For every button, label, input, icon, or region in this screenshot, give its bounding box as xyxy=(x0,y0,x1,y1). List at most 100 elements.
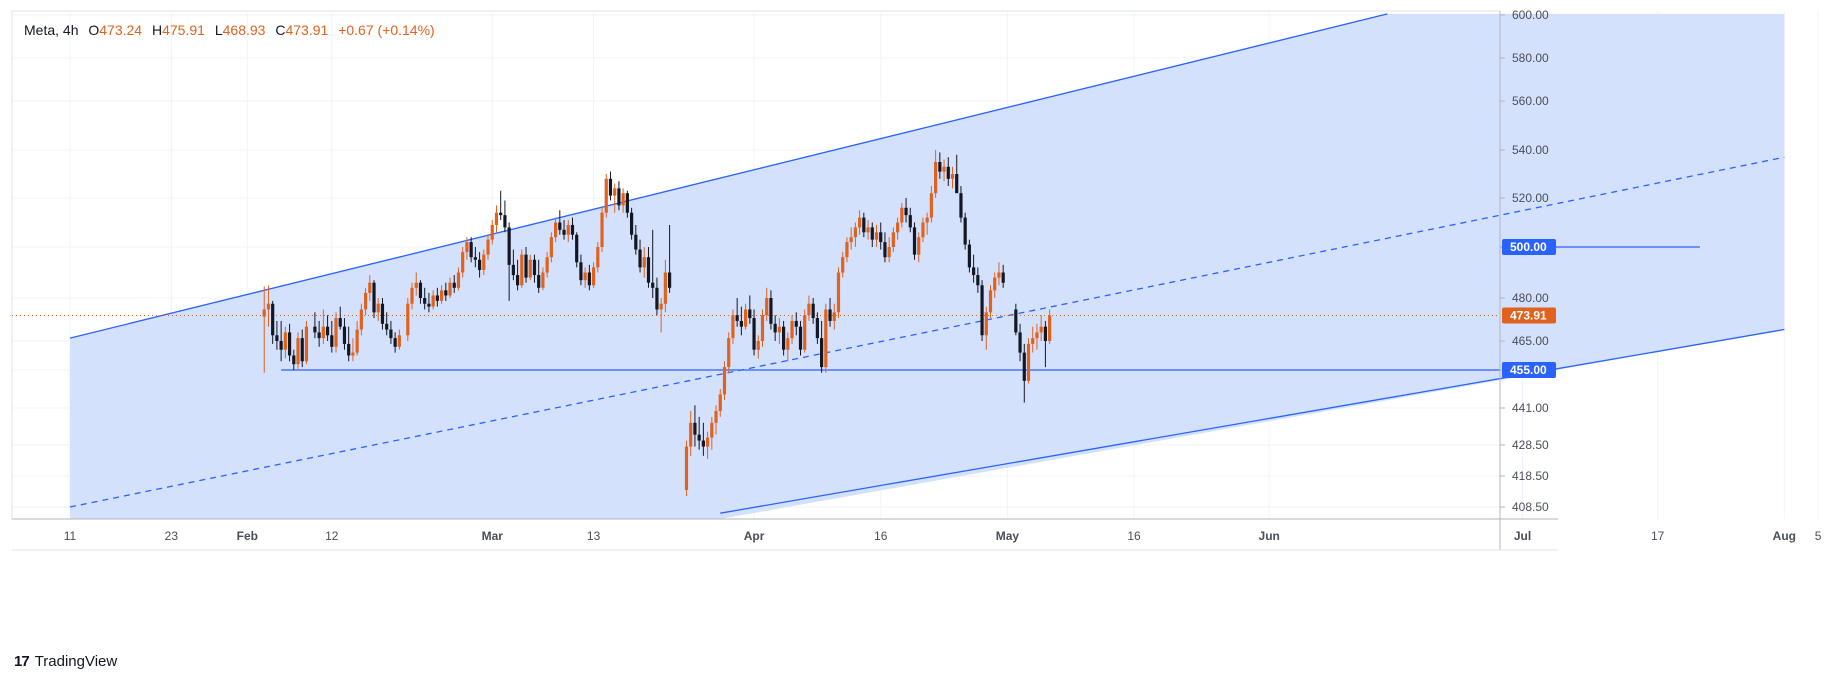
candle-body xyxy=(608,178,613,196)
candle-body xyxy=(537,275,541,288)
candle-body xyxy=(566,224,570,235)
candle-body xyxy=(317,332,321,339)
candle-body xyxy=(891,232,895,247)
ohlc-legend: Meta, 4h O473.24 H475.91 L468.93 C473.91… xyxy=(24,22,435,38)
level-badge-label: 455.00 xyxy=(1510,363,1547,377)
legend-close-label: C xyxy=(275,22,286,38)
price-tick-label: 465.00 xyxy=(1512,334,1549,348)
candle-body xyxy=(634,234,638,250)
candle-body xyxy=(866,227,870,233)
candle-body xyxy=(629,212,634,235)
candle-body xyxy=(570,224,575,235)
price-tick-label: 418.50 xyxy=(1512,469,1549,483)
candle-body xyxy=(587,272,591,286)
candle-body xyxy=(334,318,338,347)
candle-body xyxy=(820,338,824,368)
candle-body xyxy=(351,352,355,356)
candle-body xyxy=(342,326,347,344)
channel-lower-line xyxy=(720,328,1785,514)
candle-body xyxy=(292,355,296,365)
candle-body xyxy=(414,282,418,288)
candle-body xyxy=(908,215,912,228)
candle-body xyxy=(777,326,781,333)
candle-body xyxy=(959,193,963,218)
candle-body xyxy=(494,212,499,225)
candle-body xyxy=(545,257,549,273)
candle-body xyxy=(591,267,596,286)
candle-body xyxy=(473,257,477,260)
candle-body xyxy=(406,303,410,336)
candle-body xyxy=(325,326,330,336)
candle-body xyxy=(646,257,651,283)
candle-body xyxy=(972,267,976,276)
time-tick-label: May xyxy=(996,529,1020,543)
legend-change: +0.67 (+0.14%) xyxy=(338,22,435,38)
legend-low: 468.93 xyxy=(222,22,266,38)
candle-body xyxy=(469,242,473,258)
candle-body xyxy=(600,212,604,247)
candle-body xyxy=(461,252,465,273)
candle-body xyxy=(583,272,587,281)
candle-body xyxy=(1026,343,1031,381)
legend-open-label: O xyxy=(88,22,100,38)
candle-body xyxy=(689,422,693,447)
candle-body xyxy=(486,239,490,255)
candle-body xyxy=(385,323,389,330)
legend-low-label: L xyxy=(214,22,223,38)
candle-body xyxy=(853,227,857,238)
time-tick-label: 17 xyxy=(1651,529,1665,543)
candle-body xyxy=(984,312,988,336)
price-tick-label: 540.00 xyxy=(1512,143,1549,157)
candle-body xyxy=(883,242,887,258)
candle-body xyxy=(393,338,397,347)
candle-body xyxy=(410,287,414,304)
candle-body xyxy=(296,338,300,365)
candle-body xyxy=(596,247,600,268)
price-tick-label: 600.00 xyxy=(1512,8,1549,22)
candle-body xyxy=(1039,326,1043,333)
candle-body xyxy=(452,282,456,288)
price-tick-label: 408.50 xyxy=(1512,500,1549,514)
candle-body xyxy=(659,303,663,310)
candle-body xyxy=(782,326,786,350)
legend-interval: 4h xyxy=(62,22,79,38)
legend-high-label: H xyxy=(151,22,163,38)
tradingview-logo-icon: 17 xyxy=(14,653,30,670)
time-tick-label: 16 xyxy=(1127,529,1141,543)
time-tick-label: Aug xyxy=(1773,529,1796,543)
candle-body xyxy=(275,335,279,341)
candle-body xyxy=(731,315,735,339)
candle-body xyxy=(967,244,971,268)
candle-body xyxy=(562,229,566,235)
time-tick-label: 11 xyxy=(64,529,77,543)
candle-body xyxy=(925,217,929,223)
candle-body xyxy=(874,232,879,240)
price-tick-label: 428.50 xyxy=(1512,438,1549,452)
candle-body xyxy=(389,329,393,339)
candle-body xyxy=(955,174,959,194)
candle-body xyxy=(304,326,309,362)
tradingview-brand[interactable]: 17 TradingView xyxy=(14,653,117,670)
candle-body xyxy=(887,247,891,258)
candle-body xyxy=(330,335,334,347)
candle-body xyxy=(465,242,469,253)
candle-body xyxy=(507,227,511,265)
candle-body xyxy=(790,320,794,339)
candle-body xyxy=(283,332,287,350)
candle-body xyxy=(1014,309,1018,333)
time-tick-label: Jun xyxy=(1259,529,1280,543)
time-tick-label: 5 xyxy=(1815,529,1822,543)
candle-body xyxy=(515,275,520,286)
candle-body xyxy=(714,410,718,423)
candle-body xyxy=(448,282,452,296)
candle-body xyxy=(427,303,431,307)
price-tick-label: 520.00 xyxy=(1512,191,1549,205)
candle-body xyxy=(946,166,950,179)
candle-body xyxy=(300,338,304,362)
candle-body xyxy=(338,318,342,327)
candle-body xyxy=(697,434,701,441)
legend-open: 473.24 xyxy=(99,22,143,38)
candle-body xyxy=(997,272,1001,278)
candle-body xyxy=(917,237,921,255)
